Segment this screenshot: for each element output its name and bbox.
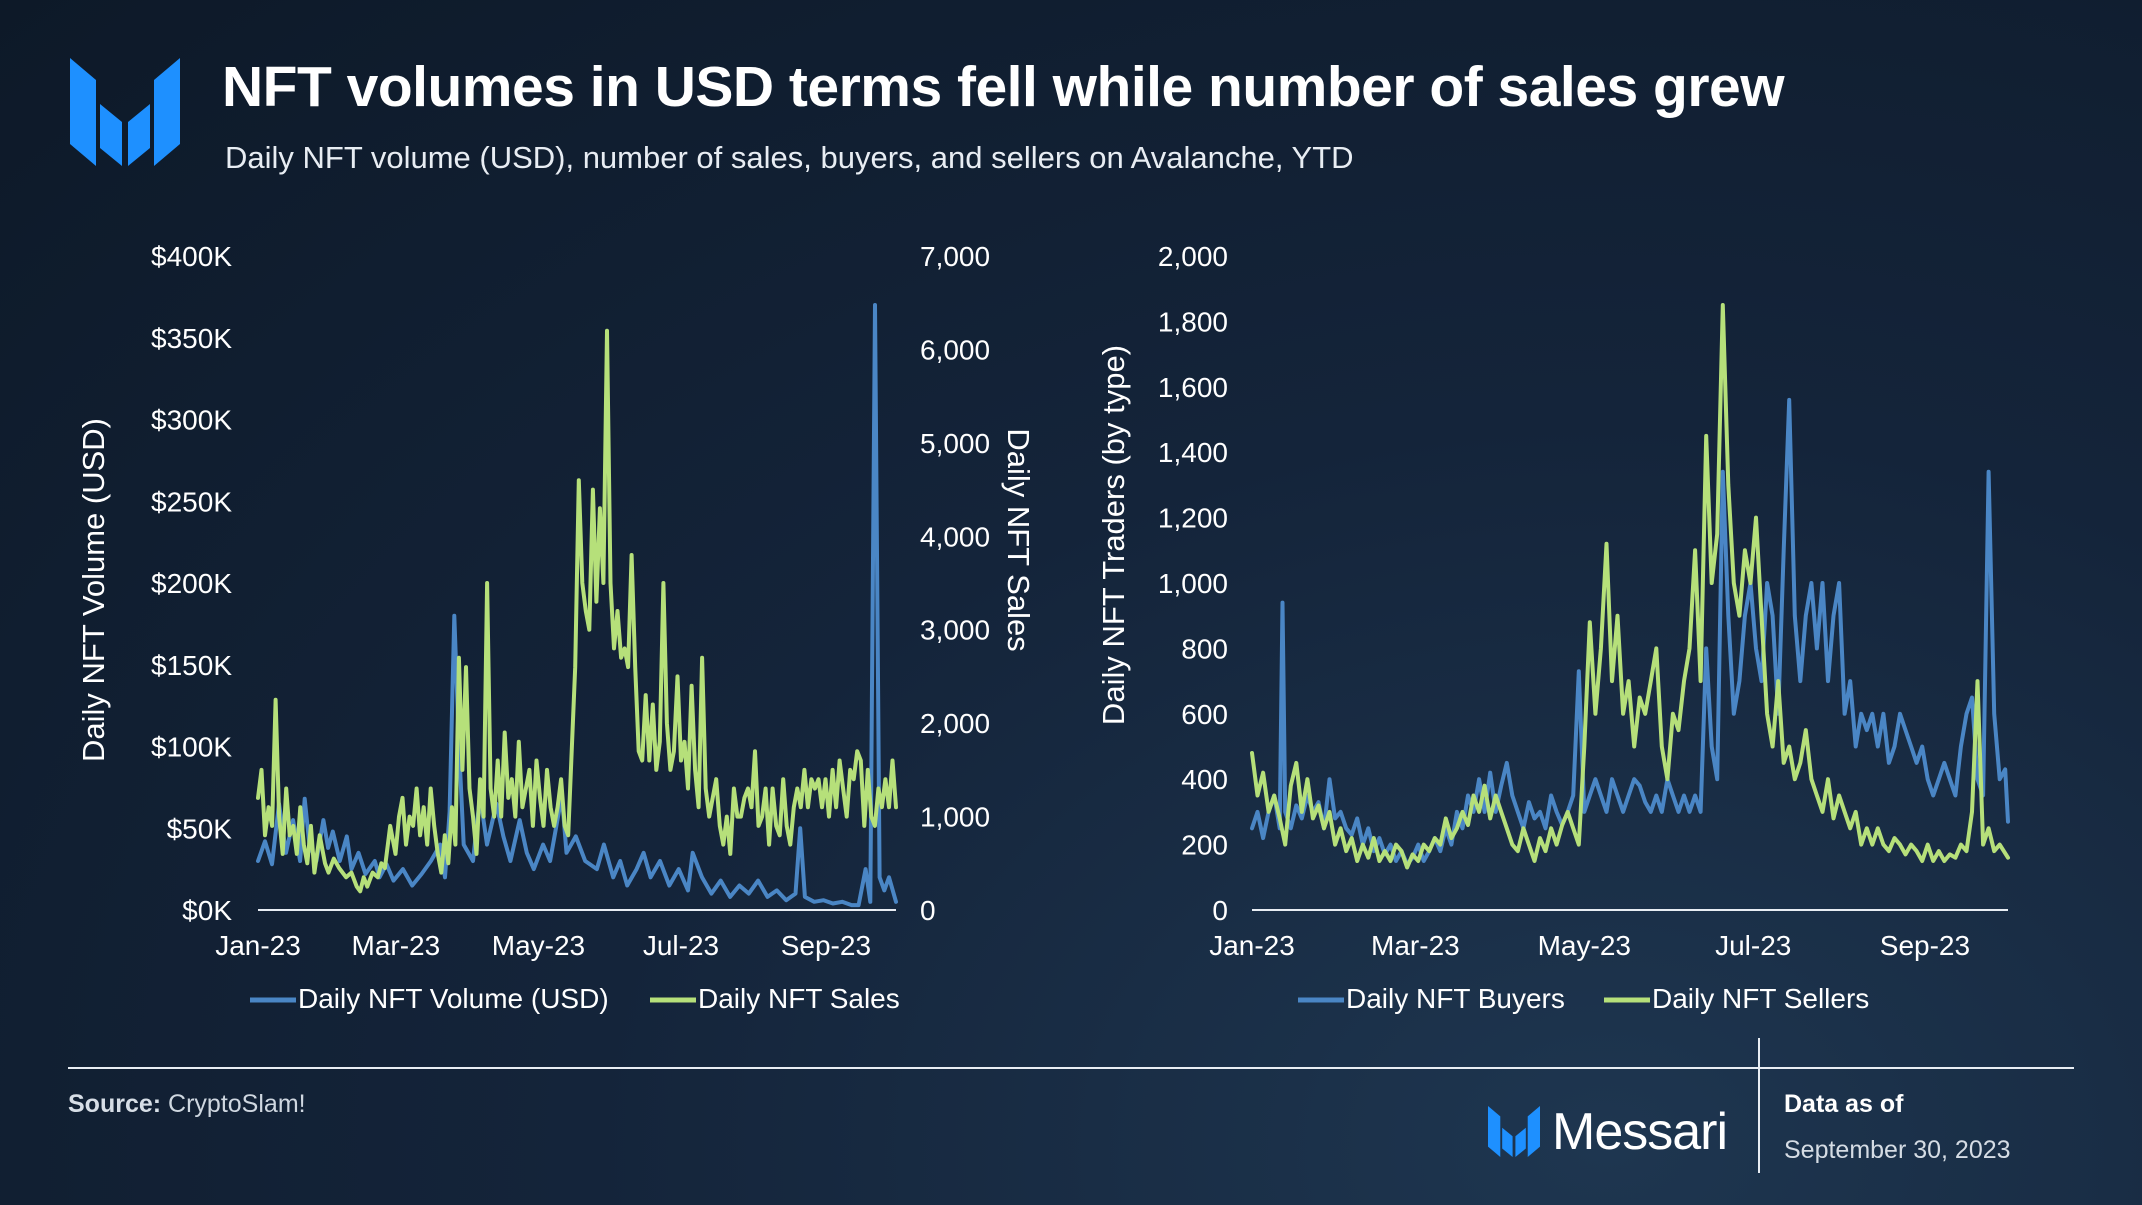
x-tick-label: Jan-23	[1209, 930, 1295, 961]
footer-divider	[68, 1067, 2074, 1069]
source-note: Source: CryptoSlam!	[68, 1090, 306, 1119]
y2-tick-label: 6,000	[920, 334, 990, 365]
y2-tick-label: 2,000	[920, 708, 990, 739]
messari-brand: Messari	[1488, 1102, 1728, 1162]
legend: Daily NFT Volume (USD) Daily NFT Sales	[250, 983, 900, 1014]
y-tick-label: 400	[1181, 764, 1228, 795]
legend: Daily NFT Buyers Daily NFT Sellers	[1298, 983, 1869, 1014]
x-tick-label: Mar-23	[352, 930, 441, 961]
legend-label-sales: Daily NFT Sales	[698, 983, 900, 1014]
traders-chart: 0 200 400 600 800 1,000 1,200 1,400 1,600 1,800 2,…	[1096, 241, 2010, 1014]
y-axis-title: Daily NFT Traders (by type)	[1096, 345, 1131, 725]
y2-axis-title: Daily NFT Sales	[1001, 428, 1036, 651]
messari-logo-icon	[1488, 1106, 1540, 1158]
y-tick-label: 1,200	[1158, 503, 1228, 534]
y-tick-label: $300K	[151, 405, 232, 436]
y2-tick-label: 0	[920, 895, 936, 926]
y-tick-label: 1,600	[1158, 372, 1228, 403]
y-tick-label: $100K	[151, 732, 232, 763]
source-label: Source:	[68, 1090, 162, 1118]
chart-subtitle: Daily NFT volume (USD), number of sales,…	[225, 140, 1354, 175]
legend-label-sellers: Daily NFT Sellers	[1652, 983, 1869, 1014]
series-line-daily-nft-sales	[256, 328, 898, 894]
y-tick-label: 1,800	[1158, 306, 1228, 337]
y2-tick-label: 1,000	[920, 802, 990, 833]
y-tick-label: 2,000	[1158, 241, 1228, 272]
y2-tick-label: 3,000	[920, 615, 990, 646]
y-tick-label: 600	[1181, 699, 1228, 730]
legend-label-volume: Daily NFT Volume (USD)	[298, 983, 609, 1014]
x-tick-label: Jan-23	[215, 930, 301, 961]
y2-tick-label: 7,000	[920, 241, 990, 272]
y-tick-label: $350K	[151, 323, 232, 354]
y2-tick-label: 4,000	[920, 521, 990, 552]
chart-title: NFT volumes in USD terms fell while numb…	[222, 55, 1785, 119]
y-axis-title: Daily NFT Volume (USD)	[76, 418, 111, 762]
y-tick-label: 1,400	[1158, 437, 1228, 468]
source-value: CryptoSlam!	[168, 1090, 306, 1118]
data-as-of-label: Data as of	[1784, 1090, 1904, 1118]
x-tick-label: Jul-23	[643, 930, 719, 961]
brand-name: Messari	[1552, 1103, 1728, 1161]
y-tick-label: 1,000	[1158, 568, 1228, 599]
y-tick-label: 200	[1181, 830, 1228, 861]
y-tick-label: $50K	[167, 813, 233, 844]
y2-tick-label: 5,000	[920, 428, 990, 459]
x-tick-label: May-23	[492, 930, 585, 961]
messari-logo	[70, 58, 180, 166]
x-tick-label: Jul-23	[1715, 930, 1791, 961]
legend-label-buyers: Daily NFT Buyers	[1346, 983, 1565, 1014]
y-tick-label: 800	[1181, 633, 1228, 664]
y-tick-label: $0K	[182, 895, 232, 926]
x-tick-label: May-23	[1538, 930, 1631, 961]
footer-vertical-divider	[1758, 1038, 1760, 1173]
series-line-daily-nft-sellers	[1250, 303, 2010, 870]
x-tick-label: Sep-23	[781, 930, 871, 961]
y-tick-label: $250K	[151, 486, 232, 517]
x-tick-label: Mar-23	[1371, 930, 1460, 961]
volume-sales-chart: $0K $50K $100K $150K $200K $250K $300K $350K $40…	[76, 241, 1036, 1014]
series-line-daily-nft-volume-usd	[256, 303, 898, 908]
series-line-daily-nft-buyers	[1250, 397, 2010, 867]
y-tick-label: $400K	[151, 241, 232, 272]
x-tick-label: Sep-23	[1880, 930, 1970, 961]
y-tick-label: $200K	[151, 568, 232, 599]
data-as-of-date: September 30, 2023	[1784, 1136, 2011, 1164]
y-tick-label: $150K	[151, 650, 232, 681]
y-tick-label: 0	[1212, 895, 1228, 926]
